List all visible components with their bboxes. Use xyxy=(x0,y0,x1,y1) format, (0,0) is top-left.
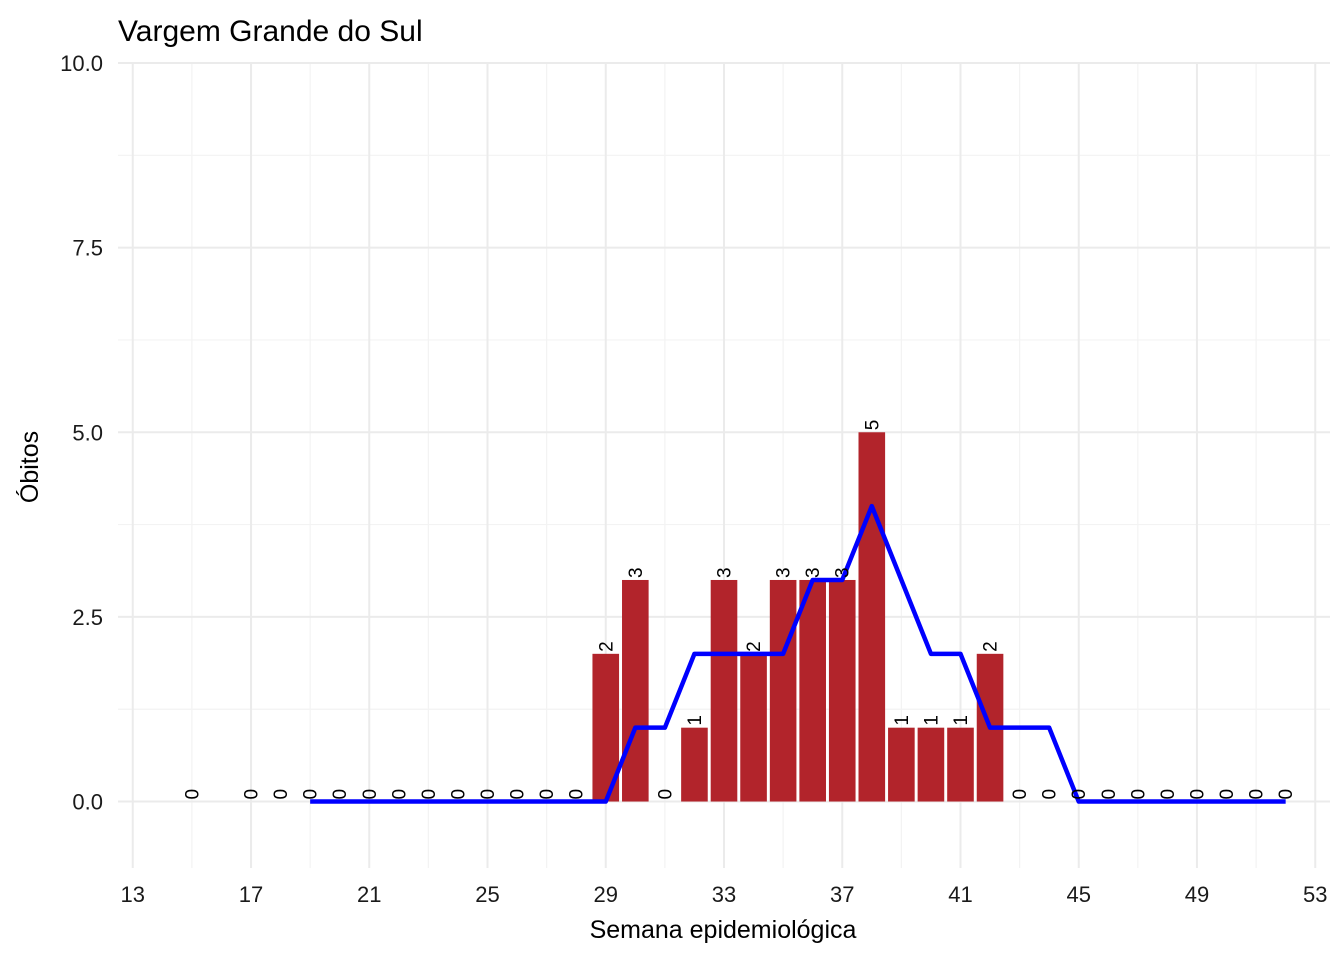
x-tick-label: 49 xyxy=(1185,882,1209,907)
bar-value-label: 0 xyxy=(242,789,263,800)
bar xyxy=(858,432,886,802)
bar xyxy=(917,727,945,802)
x-tick-label: 17 xyxy=(239,882,263,907)
bar-value-label: 0 xyxy=(1099,789,1120,800)
bar-value-label: 0 xyxy=(537,789,558,800)
chart-title: Vargem Grande do Sul xyxy=(118,15,423,48)
bar-value-label: 0 xyxy=(330,789,351,800)
bar xyxy=(681,727,708,802)
x-tick-label: 33 xyxy=(712,882,736,907)
x-tick-label: 29 xyxy=(594,882,618,907)
bar-value-label: 0 xyxy=(1276,789,1297,800)
y-tick-label: 7.5 xyxy=(72,236,103,261)
bar-value-label: 0 xyxy=(448,789,469,800)
bar xyxy=(828,579,856,802)
bar-value-label: 2 xyxy=(744,641,765,652)
bar-value-label: 0 xyxy=(1217,789,1238,800)
x-axis-ticks: 13 17 21 25 29 33 37 41 45 49 53 xyxy=(121,882,1328,907)
bar-value-label: 0 xyxy=(182,789,203,800)
y-tick-label: 10.0 xyxy=(60,51,103,76)
bars xyxy=(592,432,1004,802)
bar xyxy=(740,653,767,802)
y-tick-label: 2.5 xyxy=(72,605,103,630)
bar-value-label: 5 xyxy=(862,420,883,431)
bar-value-label: 0 xyxy=(301,789,322,800)
x-tick-label: 41 xyxy=(948,882,972,907)
bar-value-label: 0 xyxy=(1247,789,1268,800)
x-axis-title: Semana epidemiológica xyxy=(590,916,857,944)
bar-value-label: 0 xyxy=(567,789,588,800)
bar xyxy=(710,579,738,802)
bar-value-label: 0 xyxy=(1069,789,1090,800)
bar-value-label: 0 xyxy=(1158,789,1179,800)
bar-value-label: 0 xyxy=(655,789,676,800)
x-tick-label: 37 xyxy=(830,882,854,907)
x-tick-label: 45 xyxy=(1066,882,1090,907)
moving-average-line xyxy=(310,503,1286,804)
grid xyxy=(118,62,1330,868)
bar-value-label: 3 xyxy=(774,567,795,578)
x-tick-label: 21 xyxy=(357,882,381,907)
bar xyxy=(769,579,797,802)
bar xyxy=(888,727,915,802)
bar-value-label: 1 xyxy=(685,715,706,726)
y-tick-label: 5.0 xyxy=(72,420,103,445)
bar-value-label: 3 xyxy=(803,567,824,578)
bar-value-label: 3 xyxy=(626,567,647,578)
bar-value-label: 3 xyxy=(833,567,854,578)
bar-value-label: 2 xyxy=(981,641,1002,652)
y-tick-label: 0.0 xyxy=(72,790,103,815)
bar-value-label: 1 xyxy=(921,715,942,726)
bar-value-label: 0 xyxy=(419,789,440,800)
bar-value-label: 3 xyxy=(715,567,736,578)
bar-value-label: 0 xyxy=(389,789,410,800)
bar-value-label: 0 xyxy=(1010,789,1031,800)
x-tick-label: 13 xyxy=(121,882,145,907)
bar-value-label: 0 xyxy=(271,789,292,800)
bar xyxy=(622,579,649,802)
bar xyxy=(799,579,826,802)
bar-value-label: 0 xyxy=(1128,789,1149,800)
bar-value-label: 2 xyxy=(596,641,617,652)
line-series xyxy=(310,503,1286,804)
bar-value-label: 0 xyxy=(1040,789,1061,800)
y-axis-title: Óbitos xyxy=(15,431,44,503)
bar-value-label: 0 xyxy=(360,789,381,800)
bar-value-label: 1 xyxy=(892,715,913,726)
bar-value-label: 1 xyxy=(951,715,972,726)
bar xyxy=(947,727,974,802)
bar-value-label: 0 xyxy=(1187,789,1208,800)
y-axis-ticks: 0.0 2.5 5.0 7.5 10.0 xyxy=(60,51,103,815)
x-tick-label: 53 xyxy=(1303,882,1327,907)
bar-value-label: 0 xyxy=(508,789,529,800)
bar-value-label: 0 xyxy=(478,789,499,800)
x-tick-label: 25 xyxy=(475,882,499,907)
